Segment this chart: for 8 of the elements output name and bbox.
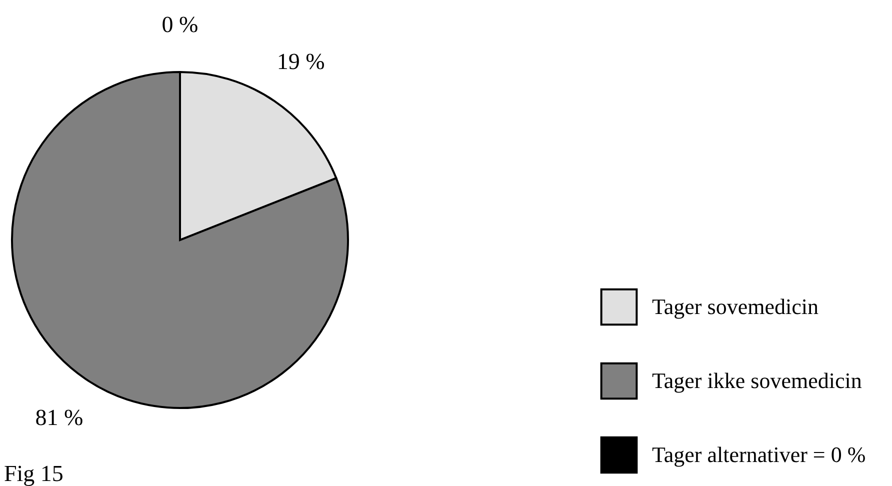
legend-label: Tager alternativer = 0 % [652,442,866,467]
legend-label: Tager ikke sovemedicin [652,368,862,393]
pie-slice [11,71,349,409]
caption: Fig 15 [4,461,64,486]
legend-label: Tager sovemedicin [652,294,818,319]
text: 0 % [162,12,198,37]
data-label: 81 % [35,404,84,430]
data-label: 19 % [276,49,325,74]
